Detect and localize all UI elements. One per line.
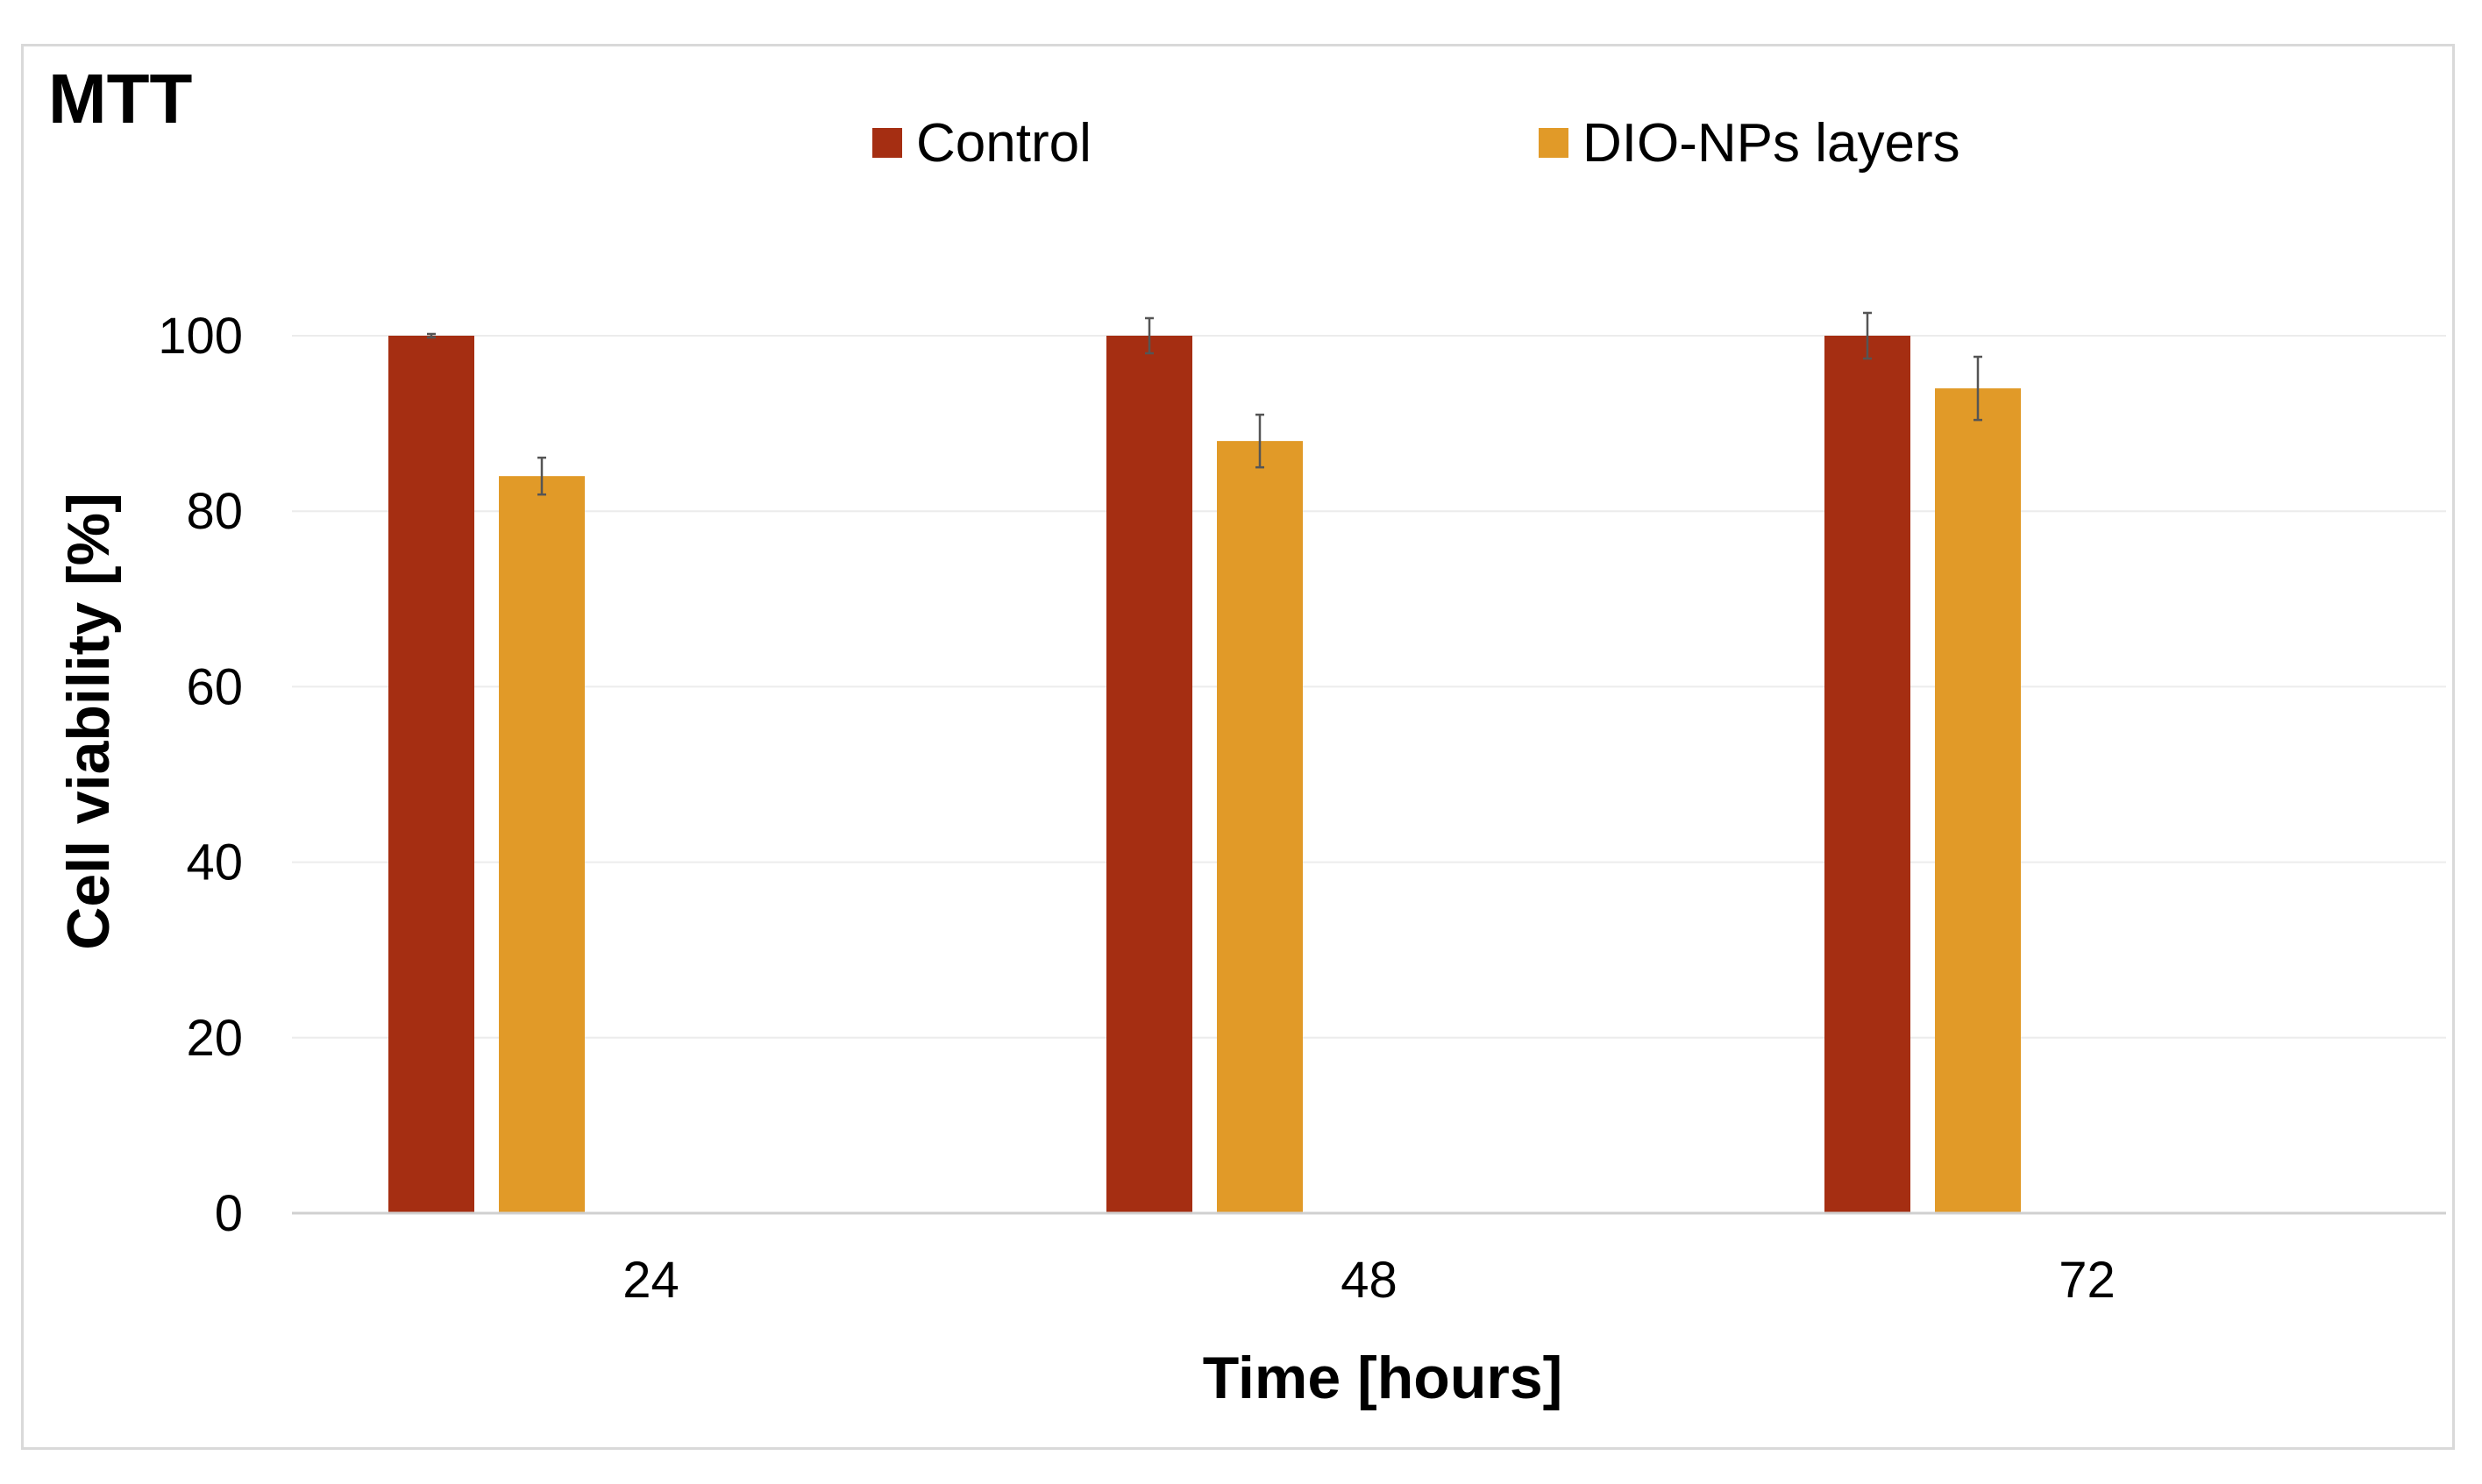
- error-bar-dio-nps-layers-48: [1255, 413, 1264, 469]
- gridlines: [292, 335, 2446, 1039]
- error-bar-dio-nps-layers-72: [1974, 355, 1982, 422]
- legend-swatch-dio-nps-layers: [1539, 128, 1568, 158]
- bars: [388, 336, 2021, 1213]
- bar-control-24: [388, 336, 474, 1213]
- legend-label-dio-nps-layers: DIO-NPs layers: [1582, 113, 1960, 174]
- bar-control-72: [1824, 336, 1910, 1213]
- y-axis-title: Cell viability [%]: [55, 493, 122, 949]
- bar-dio-nps-layers-72: [1935, 388, 2021, 1213]
- x-tick-label-24: 24: [622, 1252, 679, 1309]
- error-bars: [427, 311, 1982, 496]
- error-bar-control-48: [1145, 316, 1154, 355]
- y-tick-label-0: 0: [215, 1185, 243, 1242]
- bar-control-48: [1106, 336, 1192, 1213]
- y-tick-label-100: 100: [158, 308, 243, 365]
- y-axis-ticks: 0 20 40 60 80 100: [158, 308, 243, 1242]
- bar-dio-nps-layers-48: [1217, 441, 1303, 1213]
- legend: Control DIO-NPs layers: [872, 113, 1960, 174]
- error-bar-control-24: [427, 332, 436, 339]
- x-axis-ticks: 24 48 72: [622, 1252, 2116, 1309]
- x-tick-label-72: 72: [2059, 1252, 2116, 1309]
- x-tick-label-48: 48: [1341, 1252, 1397, 1309]
- error-bar-control-72: [1863, 311, 1872, 360]
- y-tick-label-40: 40: [186, 834, 243, 891]
- legend-swatch-control: [872, 128, 902, 158]
- y-tick-label-20: 20: [186, 1010, 243, 1067]
- y-tick-label-60: 60: [186, 658, 243, 715]
- error-bar-dio-nps-layers-24: [537, 456, 546, 496]
- chart-title: MTT: [48, 60, 193, 138]
- y-tick-label-80: 80: [186, 483, 243, 540]
- bar-dio-nps-layers-24: [499, 476, 585, 1213]
- x-axis-title: Time [hours]: [1203, 1345, 1563, 1411]
- legend-label-control: Control: [916, 113, 1092, 174]
